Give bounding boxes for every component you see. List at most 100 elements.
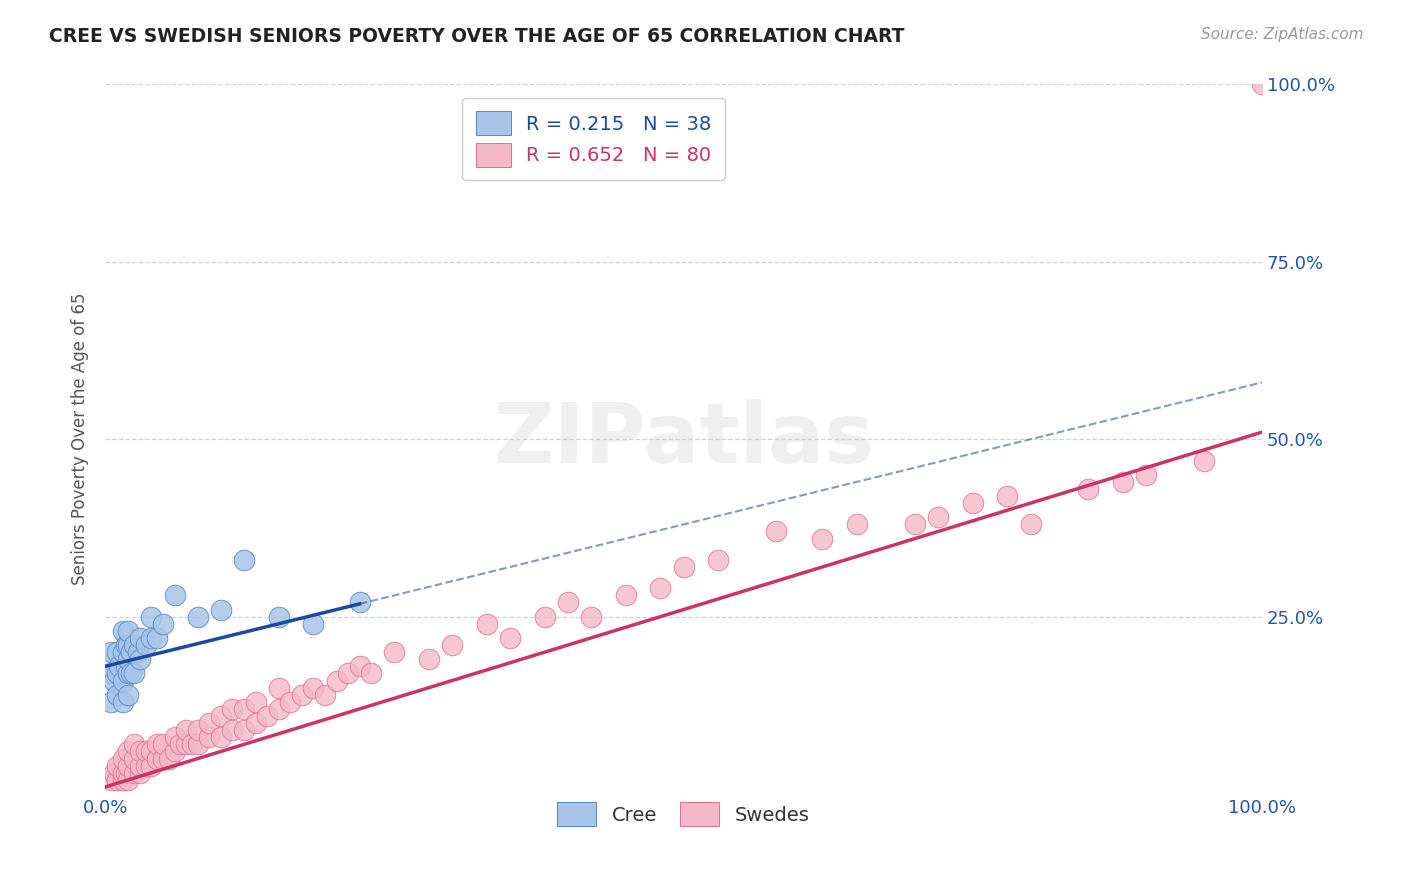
Point <box>302 681 325 695</box>
Point <box>1251 78 1274 92</box>
Legend: Cree, Swedes: Cree, Swedes <box>550 795 817 834</box>
Point <box>349 659 371 673</box>
Point <box>141 744 163 758</box>
Point <box>360 666 382 681</box>
Point <box>105 688 128 702</box>
Point <box>152 737 174 751</box>
Point <box>115 765 138 780</box>
Point <box>146 751 169 765</box>
Point <box>122 737 145 751</box>
Point <box>100 645 122 659</box>
Point <box>146 631 169 645</box>
Point <box>111 645 134 659</box>
Point <box>105 772 128 787</box>
Point <box>105 666 128 681</box>
Point <box>198 716 221 731</box>
Point <box>129 744 152 758</box>
Point <box>174 723 197 738</box>
Point <box>117 744 139 758</box>
Point <box>100 772 122 787</box>
Point <box>187 609 209 624</box>
Point <box>141 631 163 645</box>
Point <box>105 645 128 659</box>
Point <box>325 673 347 688</box>
Point <box>499 631 522 645</box>
Point <box>163 744 186 758</box>
Point <box>163 731 186 745</box>
Point <box>122 765 145 780</box>
Point <box>221 723 243 738</box>
Point <box>111 695 134 709</box>
Point <box>117 624 139 638</box>
Point <box>157 751 180 765</box>
Point <box>129 631 152 645</box>
Point <box>111 772 134 787</box>
Point <box>122 638 145 652</box>
Point <box>187 723 209 738</box>
Point <box>233 553 256 567</box>
Point <box>291 688 314 702</box>
Point <box>962 496 984 510</box>
Point <box>105 758 128 772</box>
Point <box>120 666 142 681</box>
Point <box>129 765 152 780</box>
Point <box>111 624 134 638</box>
Point <box>233 702 256 716</box>
Point <box>1192 453 1215 467</box>
Point <box>811 532 834 546</box>
Point <box>187 737 209 751</box>
Point <box>349 595 371 609</box>
Text: ZIPatlas: ZIPatlas <box>494 399 875 480</box>
Point <box>672 560 695 574</box>
Point <box>117 638 139 652</box>
Point <box>557 595 579 609</box>
Point <box>129 652 152 666</box>
Point <box>533 609 555 624</box>
Point <box>337 666 360 681</box>
Point <box>314 688 336 702</box>
Point <box>117 772 139 787</box>
Point <box>245 695 267 709</box>
Point <box>441 638 464 652</box>
Point <box>108 659 131 673</box>
Point <box>997 489 1019 503</box>
Point <box>221 702 243 716</box>
Point <box>117 666 139 681</box>
Point <box>267 609 290 624</box>
Text: Source: ZipAtlas.com: Source: ZipAtlas.com <box>1201 27 1364 42</box>
Point <box>141 758 163 772</box>
Point <box>181 737 204 751</box>
Point <box>927 510 949 524</box>
Point <box>152 751 174 765</box>
Point <box>111 765 134 780</box>
Point <box>146 737 169 751</box>
Point <box>117 758 139 772</box>
Point <box>111 673 134 688</box>
Point <box>278 695 301 709</box>
Point <box>418 652 440 666</box>
Point <box>120 645 142 659</box>
Point <box>169 737 191 751</box>
Point <box>209 731 232 745</box>
Point <box>384 645 406 659</box>
Point <box>135 638 157 652</box>
Point <box>103 765 125 780</box>
Point <box>122 666 145 681</box>
Point <box>267 681 290 695</box>
Point <box>904 517 927 532</box>
Point <box>707 553 730 567</box>
Point <box>100 666 122 681</box>
Point <box>1135 467 1157 482</box>
Point <box>846 517 869 532</box>
Point <box>650 581 672 595</box>
Point <box>209 709 232 723</box>
Point <box>152 616 174 631</box>
Point <box>129 758 152 772</box>
Point <box>1019 517 1042 532</box>
Point <box>1077 482 1099 496</box>
Point <box>579 609 602 624</box>
Point <box>174 737 197 751</box>
Point <box>198 731 221 745</box>
Point <box>135 758 157 772</box>
Point <box>233 723 256 738</box>
